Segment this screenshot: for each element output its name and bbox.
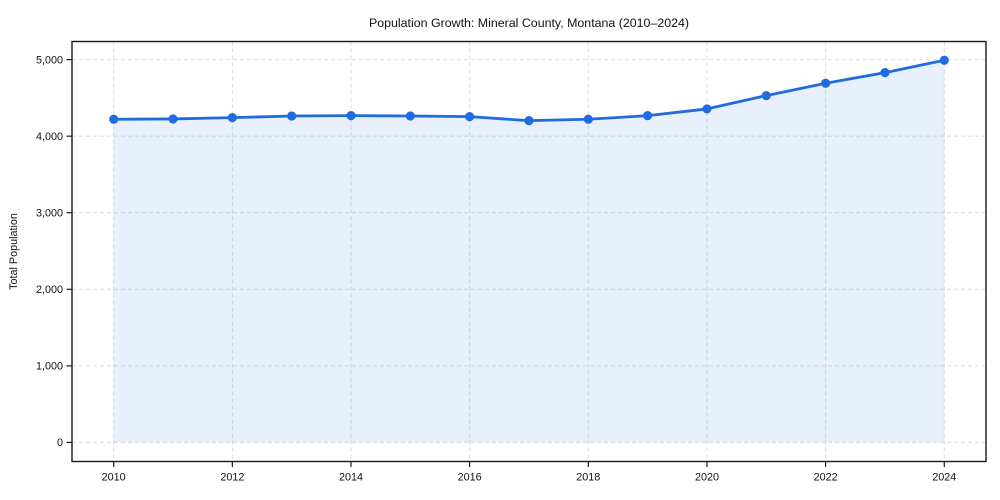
data-point-2010: [109, 114, 119, 124]
y-tick-label: 0: [57, 437, 63, 449]
x-tick-label: 2024: [932, 472, 956, 484]
data-point-2021: [761, 91, 771, 101]
area-fill: [113, 60, 945, 443]
x-tick-label: 2010: [102, 472, 126, 484]
y-tick-label: 4,000: [36, 131, 63, 143]
y-tick-label: 3,000: [36, 208, 63, 220]
data-point-2011: [168, 114, 178, 124]
y-tick-label: 5,000: [36, 54, 63, 66]
x-tick-label: 2020: [695, 472, 719, 484]
plot-area: 0 1,000 2,000 3,000 4,000 5,000 2010 2012 2014 20…: [36, 40, 987, 484]
x-tick-label: 2016: [458, 472, 482, 484]
data-point-2016: [465, 112, 475, 122]
x-tick-label: 2014: [339, 472, 363, 484]
data-point-2013: [287, 111, 297, 121]
chart-title: Population Growth: Mineral County, Monta…: [369, 16, 689, 30]
data-point-2012: [227, 113, 237, 123]
data-point-2018: [583, 114, 593, 124]
data-point-2014: [346, 111, 356, 121]
y-axis-label: Total Population: [8, 213, 20, 290]
data-point-2023: [880, 68, 890, 78]
data-point-2020: [702, 104, 712, 114]
plot-border: [71, 40, 987, 463]
data-point-2017: [524, 116, 534, 126]
data-point-2022: [821, 78, 831, 88]
data-point-2015: [405, 111, 415, 121]
x-tick-label: 2018: [576, 472, 600, 484]
x-tick-label: 2022: [814, 472, 838, 484]
y-tick-label: 1,000: [36, 361, 63, 373]
data-point-2019: [643, 111, 653, 121]
data-point-2024: [939, 55, 949, 65]
y-tick-label: 2,000: [36, 284, 63, 296]
x-tick-label: 2012: [220, 472, 244, 484]
